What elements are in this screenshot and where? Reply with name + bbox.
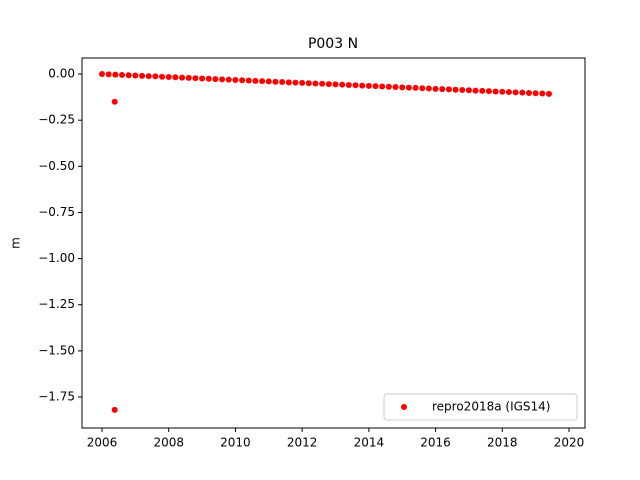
y-tick-label: 0.00 xyxy=(48,67,75,81)
point xyxy=(319,80,326,87)
point xyxy=(499,88,506,95)
point xyxy=(419,85,426,92)
point xyxy=(152,73,159,80)
legend-label: repro2018a (IGS14) xyxy=(432,400,550,414)
point xyxy=(279,79,286,86)
point xyxy=(439,86,446,93)
y-axis-label: m xyxy=(9,237,23,249)
point xyxy=(165,74,172,81)
point xyxy=(112,71,119,78)
point xyxy=(159,73,166,80)
chart-title: P003 N xyxy=(308,36,358,52)
x-tick-label: 2012 xyxy=(287,436,318,450)
x-tick-label: 2014 xyxy=(354,436,385,450)
point xyxy=(205,75,212,82)
point xyxy=(525,89,532,96)
point xyxy=(99,71,106,78)
point xyxy=(372,83,379,90)
y-tick-label: −1.50 xyxy=(38,343,75,357)
point xyxy=(532,90,539,97)
point xyxy=(392,84,399,91)
point xyxy=(292,79,299,86)
point xyxy=(425,85,432,92)
point xyxy=(365,82,372,89)
point xyxy=(539,90,546,97)
point xyxy=(285,79,292,86)
y-tick-label: −0.50 xyxy=(38,159,75,173)
point xyxy=(252,77,259,84)
point xyxy=(111,98,118,105)
point xyxy=(445,86,452,93)
point xyxy=(172,74,179,81)
point xyxy=(399,84,406,91)
point xyxy=(412,84,419,91)
y-tick-label: −1.75 xyxy=(38,389,75,403)
point xyxy=(485,88,492,95)
x-tick-label: 2008 xyxy=(153,436,184,450)
point xyxy=(332,81,339,88)
point xyxy=(212,76,219,83)
point xyxy=(359,82,366,89)
point xyxy=(512,89,519,96)
point xyxy=(225,76,232,83)
point xyxy=(312,80,319,87)
point xyxy=(385,83,392,90)
x-tick-label: 2020 xyxy=(554,436,585,450)
point xyxy=(379,83,386,90)
point xyxy=(305,80,312,87)
y-tick-label: −1.00 xyxy=(38,251,75,265)
point xyxy=(465,87,472,94)
point xyxy=(479,87,486,94)
x-tick-label: 2016 xyxy=(420,436,451,450)
point xyxy=(185,74,192,81)
point xyxy=(111,406,118,413)
point xyxy=(145,73,152,80)
point xyxy=(132,72,139,79)
point xyxy=(339,81,346,88)
point xyxy=(492,88,499,95)
plot-frame xyxy=(81,57,586,429)
point xyxy=(452,86,459,93)
x-tick-label: 2010 xyxy=(220,436,251,450)
point xyxy=(265,78,272,85)
point xyxy=(125,72,132,79)
point xyxy=(545,90,552,97)
legend-box xyxy=(383,393,578,421)
point xyxy=(139,72,146,79)
point xyxy=(459,86,466,93)
point xyxy=(259,78,266,85)
point xyxy=(179,74,186,81)
point xyxy=(105,71,112,78)
point xyxy=(519,89,526,96)
y-tick-label: −0.25 xyxy=(38,113,75,127)
point xyxy=(245,77,252,84)
point xyxy=(272,78,279,85)
y-tick-label: −1.25 xyxy=(38,297,75,311)
point xyxy=(299,79,306,86)
point xyxy=(219,76,226,83)
point xyxy=(325,81,332,88)
point xyxy=(232,76,239,83)
point xyxy=(119,71,126,78)
point xyxy=(345,81,352,88)
point xyxy=(239,77,246,84)
point xyxy=(405,84,412,91)
point xyxy=(432,85,439,92)
point xyxy=(352,82,359,89)
x-tick-label: 2018 xyxy=(487,436,518,450)
x-tick-label: 2006 xyxy=(87,436,118,450)
point xyxy=(505,89,512,96)
legend-marker xyxy=(401,404,407,410)
point xyxy=(199,75,206,82)
point xyxy=(192,75,199,82)
point xyxy=(472,87,479,94)
y-tick-label: −0.75 xyxy=(38,205,75,219)
